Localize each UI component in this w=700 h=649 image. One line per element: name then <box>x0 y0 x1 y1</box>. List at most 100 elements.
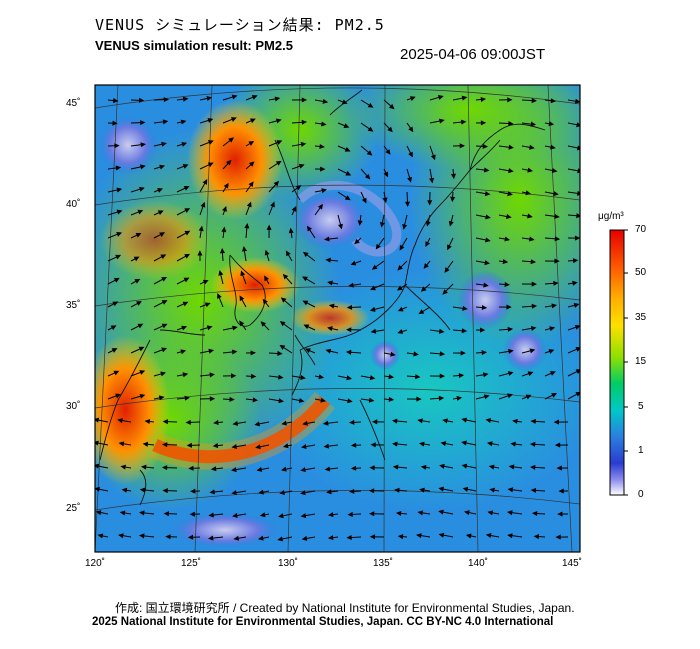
wind-arrowhead <box>407 176 412 183</box>
wind-arrowhead <box>252 397 259 403</box>
wind-arrowhead <box>575 347 580 352</box>
wind-arrowhead <box>439 373 445 379</box>
wind-arrowhead <box>188 465 194 471</box>
lon-tick-135: 135˚ <box>373 558 394 569</box>
wind-arrowhead <box>140 120 146 126</box>
wind-arrowhead <box>300 374 306 380</box>
wind-arrowhead <box>159 164 166 170</box>
title-japanese: VENUS シミュレーション結果: PM2.5 <box>95 16 385 34</box>
wind-arrowhead <box>439 351 446 357</box>
wind-arrowhead <box>344 147 351 152</box>
wind-arrowhead <box>160 254 167 260</box>
wind-arrowhead <box>118 441 125 447</box>
wind-arrowhead <box>482 372 489 378</box>
wind-arrowhead <box>202 179 208 185</box>
wind-arrowhead <box>327 512 334 518</box>
wind-arrowhead <box>370 328 377 334</box>
wind-arrowhead <box>438 328 445 334</box>
wind-arrowhead <box>553 419 559 425</box>
wind-arrowhead <box>530 121 537 127</box>
wind-arrowhead <box>232 512 238 518</box>
credit-line: 作成: 国立環境研究所 / Created by National Instit… <box>115 601 575 615</box>
wind-arrowhead <box>231 490 237 496</box>
wind-arrowhead <box>162 419 169 425</box>
wind-arrowhead <box>484 260 490 266</box>
wind-arrowhead <box>282 273 289 280</box>
wind-arrowhead <box>184 208 191 213</box>
wind-arrowhead <box>321 188 327 194</box>
wind-arrowhead <box>505 214 512 219</box>
wind-arrowhead <box>554 236 561 242</box>
wind-arrowhead <box>274 96 281 102</box>
wind-arrowhead <box>119 510 126 516</box>
wind-arrowhead <box>231 444 238 450</box>
wind-arrowhead <box>161 465 168 471</box>
wind-arrowhead <box>319 143 325 149</box>
wind-arrowhead <box>574 98 580 104</box>
wind-arrowhead <box>507 326 514 332</box>
wind-arrowhead <box>189 511 195 517</box>
wind-arrowhead <box>185 419 191 425</box>
wind-arrowhead <box>278 374 284 380</box>
wind-arrowhead <box>507 191 513 197</box>
wind-arrowhead <box>557 511 563 517</box>
wind-arrowhead <box>208 348 215 354</box>
wind-arrowhead <box>530 418 536 424</box>
wind-arrowhead <box>182 164 189 169</box>
wind-arrowhead <box>207 162 214 168</box>
wind-arrowhead <box>279 344 286 350</box>
wind-arrowhead <box>207 118 214 123</box>
wind-arrowhead <box>510 441 516 447</box>
wind-arrowhead <box>429 177 435 184</box>
wind-arrowhead <box>279 321 286 327</box>
wind-arrowhead <box>504 281 510 287</box>
wind-arrowhead <box>248 161 255 167</box>
wind-arrowhead <box>525 394 532 400</box>
wind-arrowhead <box>460 350 466 356</box>
wind-arrowhead <box>345 349 352 355</box>
wind-arrowhead <box>301 97 308 103</box>
wind-arrowhead <box>209 372 215 378</box>
wind-arrowhead <box>285 250 291 257</box>
wind-arrowhead <box>531 98 537 104</box>
wind-arrowhead <box>416 396 422 402</box>
graticule <box>95 85 580 552</box>
wind-arrowhead <box>112 120 118 126</box>
wind-arrowhead <box>461 95 468 101</box>
wind-arrowhead <box>575 391 580 397</box>
wind-arrowhead <box>165 534 171 540</box>
wind-arrowhead <box>278 398 284 404</box>
wind-arrowhead <box>229 396 235 402</box>
wind-arrowhead <box>349 419 355 425</box>
wind-arrowhead <box>250 373 257 379</box>
wind-arrowhead <box>300 467 306 473</box>
wind-arrowhead <box>346 304 353 310</box>
wind-arrowhead <box>207 140 214 145</box>
wind-arrowhead <box>202 279 209 285</box>
wind-arrowhead <box>200 201 206 208</box>
wind-arrowhead <box>161 442 168 448</box>
wind-arrowhead <box>255 444 261 450</box>
wind-arrowhead <box>221 226 227 233</box>
wind-arrowhead <box>159 232 166 237</box>
wind-arrowhead <box>345 170 352 176</box>
wind-arrowhead <box>382 197 388 204</box>
wind-arrowhead <box>402 224 408 230</box>
wind-arrowhead <box>388 103 395 110</box>
wind-arrowhead <box>280 297 287 303</box>
wind-arrowhead <box>182 372 189 378</box>
wind-arrowhead <box>551 167 558 173</box>
wind-arrowhead <box>483 394 490 400</box>
wind-arrowhead <box>530 259 537 265</box>
wind-arrowhead <box>480 120 487 126</box>
wind-arrowhead <box>240 270 246 277</box>
wind-arrowhead <box>485 237 491 243</box>
wind-arrowhead <box>249 118 256 124</box>
wind-arrowhead <box>488 464 495 470</box>
wind-arrowhead <box>300 490 306 496</box>
wind-arrowhead <box>209 489 215 495</box>
wind-arrowhead <box>206 325 213 331</box>
wind-arrowhead <box>529 348 536 354</box>
lon-tick-145: 145˚ <box>562 558 583 569</box>
wind-arrowhead <box>447 244 452 251</box>
